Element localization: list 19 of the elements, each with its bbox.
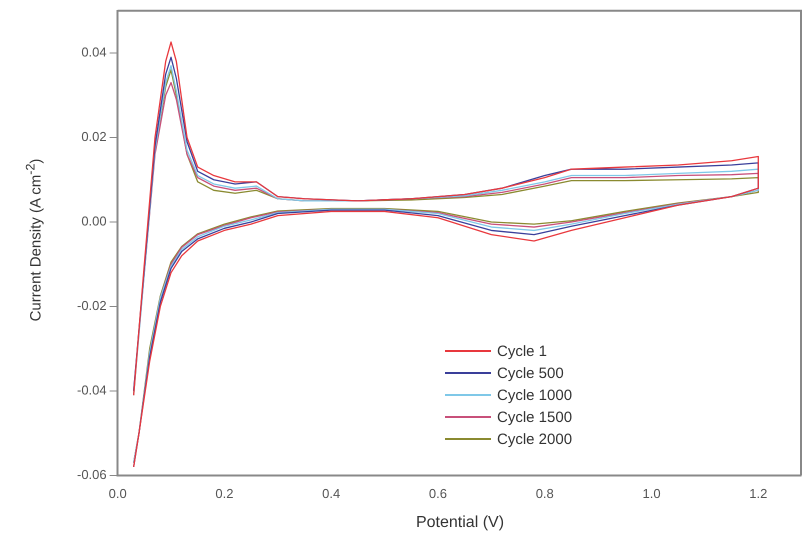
y-tick-label: -0.04 [76,382,107,398]
x-tick-label: 1.0 [642,486,661,501]
y-tick-label: 0.04 [81,44,107,60]
x-axis-title: Potential (V) [416,514,504,532]
x-tick-label: 0.4 [322,486,340,501]
y-tick-label: 0.00 [81,214,107,229]
x-tick-label: 0.0 [108,486,127,501]
legend-label: Cycle 2000 [497,430,572,448]
x-tick-label: 0.8 [536,486,554,501]
legend-label: Cycle 500 [497,364,564,382]
y-tick-label: -0.02 [76,298,107,314]
legend-label: Cycle 1 [497,342,548,360]
x-tick-label: 0.2 [215,486,234,501]
x-tick-label: 1.2 [749,486,768,501]
legend-label: Cycle 1000 [497,386,572,404]
y-tick-label: -0.06 [76,466,107,482]
x-tick-label: 0.6 [428,486,447,501]
y-tick-label: 0.02 [81,129,107,144]
legend-label: Cycle 1500 [497,408,572,426]
